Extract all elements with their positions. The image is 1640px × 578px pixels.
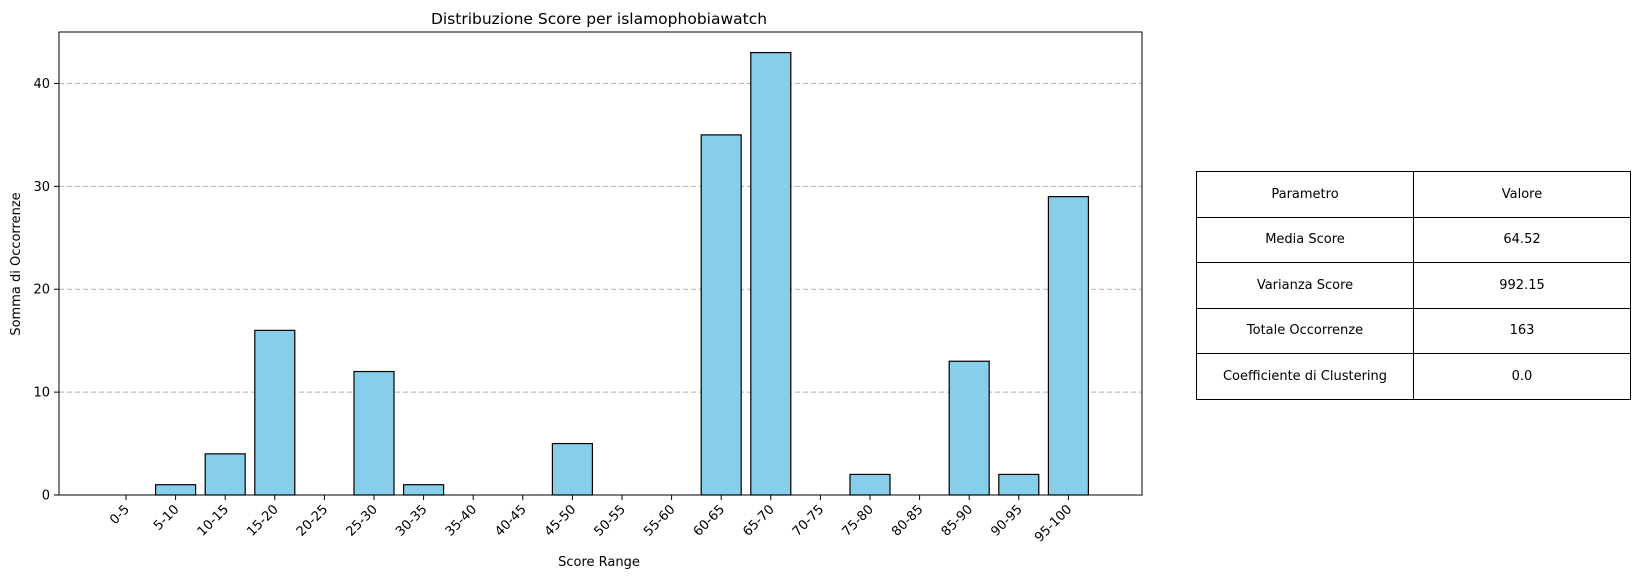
table-row: Totale Occorrenze 163 (1196, 307, 1631, 354)
table-cell: 0.0 (1413, 353, 1631, 400)
x-tick-label: 75-80 (840, 502, 877, 539)
bar-75-80 (849, 473, 891, 496)
x-tick-label: 55-60 (641, 502, 678, 539)
x-tick-label: 20-25 (294, 502, 331, 539)
bar-85-90 (948, 360, 990, 496)
bar-60-65 (700, 134, 742, 496)
x-tick-label: 50-55 (592, 502, 629, 539)
gridlines (59, 82, 1142, 393)
x-tick-label: 70-75 (790, 502, 827, 539)
bar-25-30 (353, 370, 395, 496)
bar-90-95 (998, 473, 1040, 496)
table-row: Varianza Score 992.15 (1196, 262, 1631, 309)
x-tick-label: 10-15 (195, 502, 232, 539)
x-tick-label: 90-95 (988, 502, 1025, 539)
table-cell: Totale Occorrenze (1196, 307, 1414, 354)
x-tick-label: 15-20 (244, 502, 281, 539)
x-tick-label: 60-65 (691, 502, 728, 539)
table-cell: 163 (1413, 307, 1631, 354)
x-tick-label: 80-85 (889, 502, 926, 539)
chart-title: Distribuzione Score per islamophobiawatc… (431, 10, 767, 28)
y-tick-label: 30 (33, 180, 50, 195)
y-tick-label: 20 (33, 283, 50, 298)
table-cell: 64.52 (1413, 216, 1631, 263)
y-tick-label: 0 (42, 489, 50, 504)
bar-30-35 (403, 484, 445, 496)
table-header-row: Parametro Valore (1196, 171, 1631, 218)
table-row: Media Score 64.52 (1196, 216, 1631, 263)
table-cell: Media Score (1196, 216, 1414, 263)
bar-5-10 (155, 484, 197, 496)
x-axis-ticks: 0-5 5-10 10-15 15-20 20-25 25-30 30-35 35-40 40-… (107, 495, 1075, 545)
y-tick-label: 40 (33, 77, 50, 92)
bar-15-20 (254, 329, 296, 496)
plot-frame (58, 31, 1143, 496)
x-tick-label: 45-50 (542, 502, 579, 539)
x-tick-label: 65-70 (740, 502, 777, 539)
table-cell: 992.15 (1413, 262, 1631, 309)
table-header-cell: Parametro (1196, 171, 1414, 218)
x-tick-label: 30-35 (393, 502, 430, 539)
stats-table: Parametro Valore Media Score 64.52 Varia… (1196, 171, 1631, 400)
bar-65-70 (750, 51, 792, 496)
table-row: Coefficiente di Clustering 0.0 (1196, 353, 1631, 400)
y-axis-ticks: 0 10 20 30 40 (33, 77, 59, 504)
x-axis-label: Score Range (558, 555, 640, 570)
x-tick-label: 25-30 (344, 502, 381, 539)
table-cell: Varianza Score (1196, 262, 1414, 309)
bar-10-15 (204, 453, 246, 496)
bar-95-100 (1047, 196, 1090, 496)
y-tick-label: 10 (33, 386, 50, 401)
x-tick-label: 85-90 (939, 502, 976, 539)
table-cell: Coefficiente di Clustering (1196, 353, 1414, 400)
y-axis-label: Somma di Occorrenze (9, 192, 24, 335)
bar-45-50 (551, 442, 594, 496)
x-tick-label: 0-5 (107, 502, 133, 528)
x-tick-label: 95-100 (1032, 502, 1075, 545)
x-tick-label: 5-10 (151, 502, 182, 533)
bars (155, 51, 1090, 496)
x-tick-label: 40-45 (492, 502, 529, 539)
table-header-cell: Valore (1413, 171, 1631, 218)
x-tick-label: 35-40 (443, 502, 480, 539)
